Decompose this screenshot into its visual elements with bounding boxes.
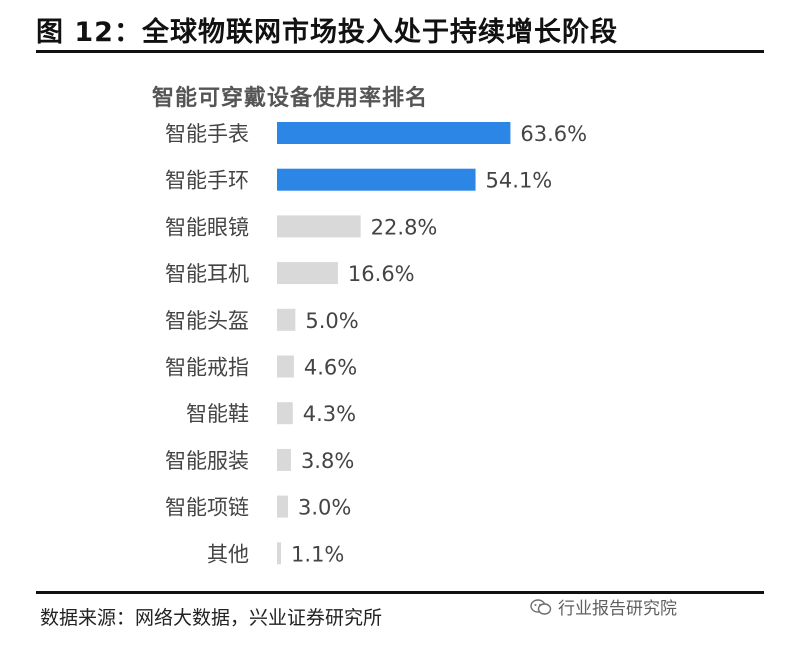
value-label: 3.8% bbox=[301, 449, 354, 473]
value-label: 4.3% bbox=[303, 402, 356, 426]
bar-4 bbox=[277, 262, 338, 285]
category-label: 智能服装 bbox=[165, 449, 249, 473]
category-label: 智能项链 bbox=[165, 496, 249, 520]
bar-3 bbox=[277, 215, 361, 238]
category-label: 智能戒指 bbox=[165, 356, 249, 380]
value-label: 1.1% bbox=[291, 542, 344, 566]
category-label: 智能手环 bbox=[165, 169, 249, 193]
category-label: 智能鞋 bbox=[186, 402, 249, 426]
value-label: 4.6% bbox=[304, 356, 357, 380]
bar-5 bbox=[277, 308, 296, 331]
value-label: 3.0% bbox=[298, 496, 351, 520]
bar-9 bbox=[277, 495, 289, 518]
category-label: 智能耳机 bbox=[165, 262, 249, 286]
source-note: 数据来源：网络大数据，兴业证券研究所 bbox=[40, 607, 383, 629]
bar-8 bbox=[277, 448, 291, 471]
bottom-divider bbox=[36, 591, 764, 594]
bar-2 bbox=[277, 168, 476, 191]
value-label: 22.8% bbox=[371, 215, 438, 239]
chart-title: 智能可穿戴设备使用率排名 bbox=[152, 86, 429, 111]
value-label: 5.0% bbox=[305, 309, 358, 333]
watermark-text: 行业报告研究院 bbox=[558, 599, 677, 619]
bar-7 bbox=[277, 402, 293, 425]
category-label: 智能手表 bbox=[165, 122, 249, 146]
watermark: 行业报告研究院 bbox=[530, 594, 677, 619]
bar-1 bbox=[277, 122, 511, 144]
value-label: 16.6% bbox=[348, 262, 415, 286]
category-label: 智能眼镜 bbox=[165, 215, 249, 239]
bar-6 bbox=[277, 355, 294, 378]
figure-title: 图 12：全球物联网市场投入处于持续增长阶段 bbox=[36, 17, 618, 48]
wechat-icon bbox=[530, 598, 552, 615]
value-label: 54.1% bbox=[486, 169, 553, 193]
value-label: 63.6% bbox=[520, 122, 587, 146]
category-label: 智能头盔 bbox=[165, 309, 249, 333]
bar-10 bbox=[277, 542, 282, 565]
category-label: 其他 bbox=[207, 542, 249, 566]
top-divider bbox=[36, 50, 764, 53]
